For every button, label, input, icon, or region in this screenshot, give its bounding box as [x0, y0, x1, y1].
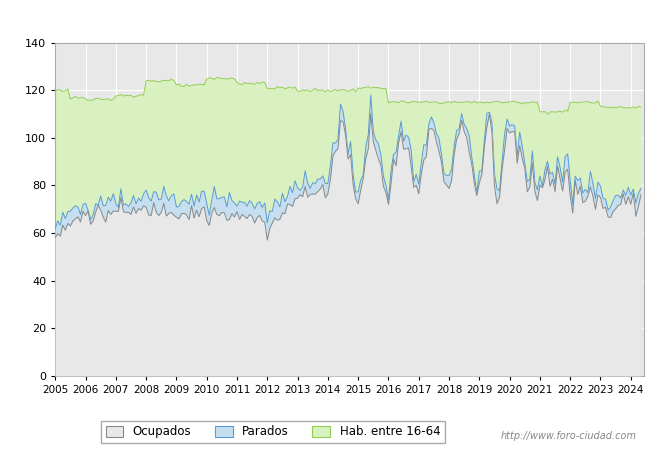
Legend: Ocupados, Parados, Hab. entre 16-64: Ocupados, Parados, Hab. entre 16-64	[101, 421, 445, 443]
Text: Grávalos - Evolucion de la poblacion en edad de Trabajar Mayo de 2024: Grávalos - Evolucion de la poblacion en …	[50, 11, 600, 27]
Text: foro-ciudad.com: foro-ciudad.com	[270, 216, 429, 235]
Text: http://www.foro-ciudad.com: http://www.foro-ciudad.com	[501, 431, 637, 441]
